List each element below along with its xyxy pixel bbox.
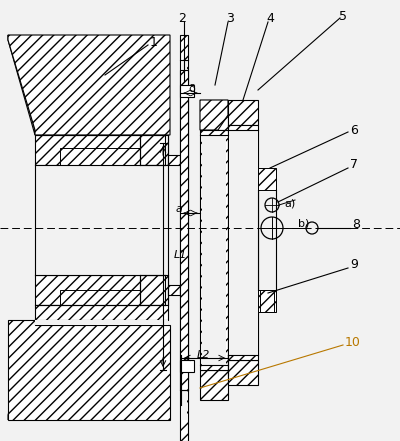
Bar [180, 70, 188, 390]
Text: 2: 2 [178, 11, 186, 25]
Text: 10: 10 [345, 336, 361, 348]
Polygon shape [8, 35, 35, 135]
Text: δ: δ [188, 84, 195, 94]
Bar [35, 275, 165, 305]
Bar [140, 135, 168, 165]
Bar [168, 155, 180, 165]
Polygon shape [8, 320, 170, 420]
Bar [200, 370, 228, 400]
Bar [200, 130, 228, 370]
Bar [60, 290, 140, 305]
Bar [200, 100, 228, 130]
Bar [35, 135, 165, 165]
Text: L1: L1 [174, 250, 187, 260]
Bar [180, 35, 188, 441]
Polygon shape [8, 320, 35, 420]
Bar [180, 85, 194, 97]
Text: a: a [176, 204, 183, 214]
Bar [228, 125, 258, 360]
Bar [258, 168, 276, 190]
Text: b): b) [298, 218, 309, 228]
Polygon shape [8, 35, 170, 135]
Bar [228, 100, 258, 125]
Text: 3: 3 [226, 11, 234, 25]
Bar [140, 275, 168, 305]
Polygon shape [200, 100, 228, 130]
Bar [180, 360, 194, 372]
Bar [35, 305, 168, 320]
Text: 6: 6 [350, 123, 358, 137]
Text: 9: 9 [350, 258, 358, 272]
Text: 4: 4 [266, 11, 274, 25]
Bar [258, 290, 276, 312]
Text: 7: 7 [350, 158, 358, 172]
Bar [60, 148, 140, 166]
Text: 1: 1 [150, 37, 158, 49]
Bar [35, 320, 168, 325]
Bar [168, 285, 180, 295]
Text: 8: 8 [352, 218, 360, 232]
Text: a): a) [284, 198, 295, 208]
Bar [35, 165, 165, 195]
Text: L2: L2 [197, 350, 210, 360]
Bar [260, 290, 274, 312]
Bar [140, 165, 168, 275]
Bar [228, 360, 258, 385]
Text: 5: 5 [339, 10, 347, 22]
Bar [202, 135, 226, 365]
Bar [35, 240, 165, 275]
Bar [229, 130, 258, 355]
Bar [181, 60, 187, 420]
